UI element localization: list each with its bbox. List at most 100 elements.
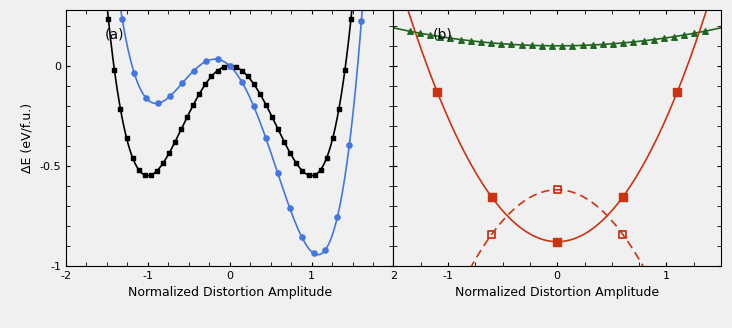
Point xyxy=(689,31,701,36)
Point xyxy=(260,102,272,108)
Point xyxy=(266,114,278,120)
Point xyxy=(658,35,670,41)
Point xyxy=(485,40,497,46)
Point xyxy=(116,16,128,22)
Point xyxy=(321,155,332,160)
Point xyxy=(176,81,188,86)
Point xyxy=(343,142,355,147)
Point xyxy=(699,29,711,34)
Point xyxy=(404,29,416,34)
Point xyxy=(187,102,199,108)
Point xyxy=(551,187,563,192)
Point xyxy=(556,43,568,49)
Point xyxy=(175,127,187,132)
Point xyxy=(356,19,367,24)
Point xyxy=(169,139,181,144)
Point xyxy=(236,68,247,73)
Point xyxy=(212,68,223,73)
Point xyxy=(617,195,629,200)
Point xyxy=(465,38,477,43)
Point xyxy=(587,42,599,48)
Point xyxy=(608,41,619,46)
Point xyxy=(278,139,290,144)
Point xyxy=(163,151,175,156)
Point xyxy=(339,67,351,72)
Point xyxy=(345,16,356,21)
Point xyxy=(212,57,224,62)
Point xyxy=(617,232,629,237)
Point xyxy=(121,135,132,141)
Point xyxy=(102,16,114,21)
Point xyxy=(333,107,345,112)
Point xyxy=(597,42,609,47)
Point xyxy=(152,101,164,106)
Point xyxy=(182,114,193,120)
Point xyxy=(414,31,426,36)
Point xyxy=(248,82,260,87)
Point xyxy=(242,74,254,79)
Point xyxy=(236,79,247,84)
Point xyxy=(668,34,680,39)
Point xyxy=(224,63,236,69)
Point xyxy=(332,214,343,219)
Point xyxy=(315,167,326,172)
Y-axis label: ΔE (eV/f.u.): ΔE (eV/f.u.) xyxy=(20,103,34,173)
Point xyxy=(648,37,660,42)
Point xyxy=(248,104,260,109)
Point xyxy=(284,205,296,210)
Point xyxy=(302,173,314,178)
Point xyxy=(567,43,578,48)
Point xyxy=(193,91,205,96)
Point xyxy=(309,173,321,178)
Point xyxy=(217,64,229,70)
X-axis label: Normalized Distortion Amplitude: Normalized Distortion Amplitude xyxy=(127,286,332,299)
Point xyxy=(139,173,151,178)
Point xyxy=(206,74,217,79)
Point xyxy=(486,232,498,237)
Point xyxy=(475,39,487,45)
Point xyxy=(551,239,563,244)
Point xyxy=(224,63,236,69)
Point xyxy=(254,91,266,96)
Point xyxy=(327,135,339,141)
Point xyxy=(164,93,176,99)
Point xyxy=(200,59,212,64)
Point xyxy=(108,67,120,72)
Point xyxy=(506,42,518,47)
Point xyxy=(307,251,319,256)
Point xyxy=(141,95,152,101)
Point xyxy=(435,34,447,39)
Point xyxy=(200,82,212,87)
Point xyxy=(296,168,308,174)
Text: (a): (a) xyxy=(105,28,124,42)
Point xyxy=(444,35,456,41)
Point xyxy=(291,161,302,166)
Point xyxy=(145,173,157,178)
Point xyxy=(536,43,548,48)
Point xyxy=(425,32,436,38)
Point xyxy=(496,41,507,46)
Point xyxy=(618,40,630,46)
Point xyxy=(577,43,589,48)
Point xyxy=(671,89,683,94)
Point xyxy=(115,107,127,112)
Point xyxy=(526,43,538,48)
Point xyxy=(272,170,283,175)
Point xyxy=(546,43,558,49)
Point xyxy=(431,89,443,94)
Point xyxy=(679,32,690,38)
Point xyxy=(127,155,138,160)
Point xyxy=(272,127,284,132)
Point xyxy=(151,168,163,174)
Point xyxy=(627,39,639,45)
Point xyxy=(320,247,332,252)
Point xyxy=(638,38,649,43)
Point xyxy=(132,167,144,172)
X-axis label: Normalized Distortion Amplitude: Normalized Distortion Amplitude xyxy=(455,286,660,299)
Point xyxy=(128,70,140,75)
Point xyxy=(516,42,528,48)
Text: (b): (b) xyxy=(433,28,452,42)
Point xyxy=(486,195,498,200)
Point xyxy=(260,135,272,140)
Point xyxy=(157,161,169,166)
